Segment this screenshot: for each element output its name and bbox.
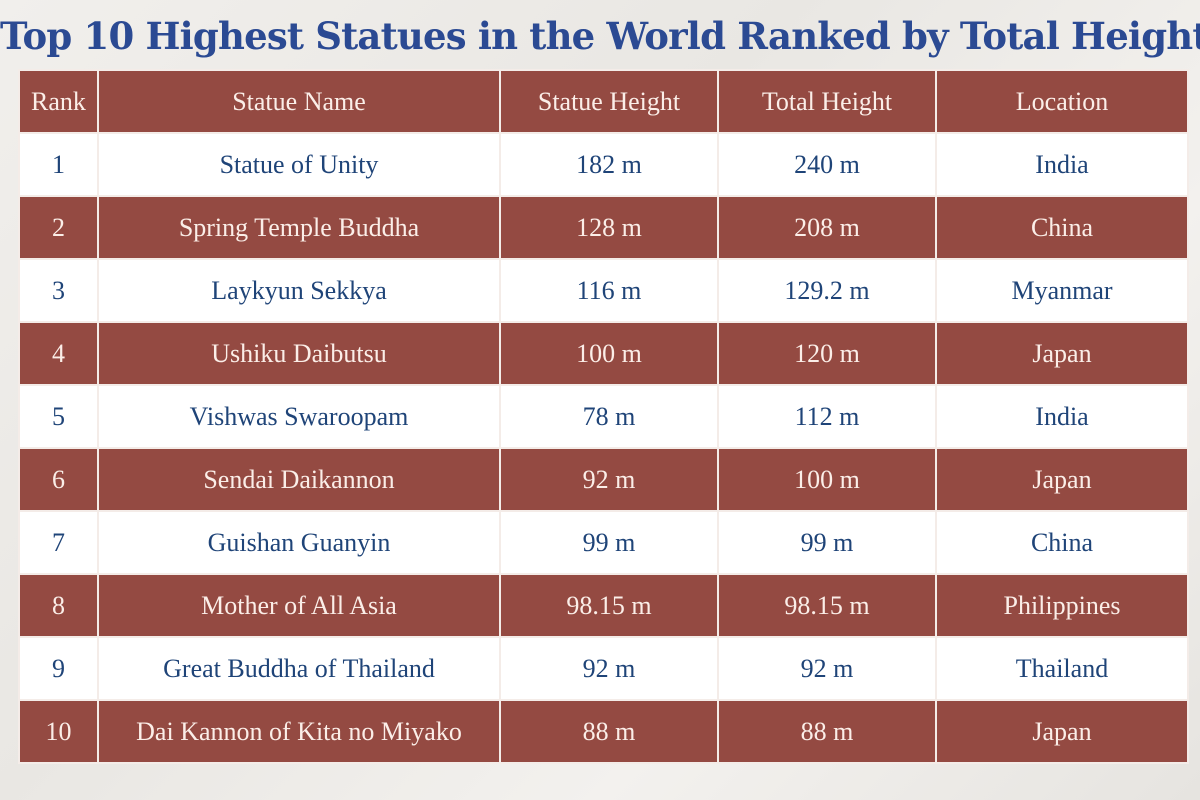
- cell-location: China: [935, 510, 1189, 575]
- cell-statue-height: 99 m: [499, 510, 719, 575]
- statues-table: Rank Statue Name Statue Height Total Hei…: [18, 69, 1189, 764]
- cell-statue-height: 92 m: [499, 636, 719, 701]
- cell-location: Philippines: [935, 573, 1189, 638]
- cell-statue-height: 78 m: [499, 384, 719, 449]
- cell-name: Laykyun Sekkya: [97, 258, 501, 323]
- header-location: Location: [935, 69, 1189, 134]
- cell-rank: 2: [18, 195, 99, 260]
- table-row: 4 Ushiku Daibutsu 100 m 120 m Japan: [18, 321, 1189, 386]
- cell-total-height: 129.2 m: [717, 258, 937, 323]
- cell-rank: 5: [18, 384, 99, 449]
- cell-name: Vishwas Swaroopam: [97, 384, 501, 449]
- cell-rank: 6: [18, 447, 99, 512]
- cell-total-height: 240 m: [717, 132, 937, 197]
- cell-location: Japan: [935, 321, 1189, 386]
- cell-location: Thailand: [935, 636, 1189, 701]
- cell-rank: 1: [18, 132, 99, 197]
- header-total-height: Total Height: [717, 69, 937, 134]
- table-row: 10 Dai Kannon of Kita no Miyako 88 m 88 …: [18, 699, 1189, 764]
- cell-name: Spring Temple Buddha: [97, 195, 501, 260]
- cell-location: Myanmar: [935, 258, 1189, 323]
- table-row: 1 Statue of Unity 182 m 240 m India: [18, 132, 1189, 197]
- table-row: 9 Great Buddha of Thailand 92 m 92 m Tha…: [18, 636, 1189, 701]
- cell-total-height: 112 m: [717, 384, 937, 449]
- cell-total-height: 99 m: [717, 510, 937, 575]
- cell-rank: 8: [18, 573, 99, 638]
- cell-statue-height: 92 m: [499, 447, 719, 512]
- cell-rank: 9: [18, 636, 99, 701]
- cell-statue-height: 182 m: [499, 132, 719, 197]
- cell-rank: 4: [18, 321, 99, 386]
- cell-rank: 10: [18, 699, 99, 764]
- cell-location: India: [935, 132, 1189, 197]
- table-row: 5 Vishwas Swaroopam 78 m 112 m India: [18, 384, 1189, 449]
- table-row: 7 Guishan Guanyin 99 m 99 m China: [18, 510, 1189, 575]
- table-row: 3 Laykyun Sekkya 116 m 129.2 m Myanmar: [18, 258, 1189, 323]
- header-statue-height: Statue Height: [499, 69, 719, 134]
- cell-name: Ushiku Daibutsu: [97, 321, 501, 386]
- page-title: Top 10 Highest Statues in the World Rank…: [0, 14, 1200, 58]
- cell-total-height: 100 m: [717, 447, 937, 512]
- cell-rank: 3: [18, 258, 99, 323]
- cell-total-height: 208 m: [717, 195, 937, 260]
- cell-location: India: [935, 384, 1189, 449]
- cell-location: China: [935, 195, 1189, 260]
- header-statue-name: Statue Name: [97, 69, 501, 134]
- cell-total-height: 98.15 m: [717, 573, 937, 638]
- cell-statue-height: 98.15 m: [499, 573, 719, 638]
- cell-name: Statue of Unity: [97, 132, 501, 197]
- cell-location: Japan: [935, 447, 1189, 512]
- cell-total-height: 120 m: [717, 321, 937, 386]
- cell-rank: 7: [18, 510, 99, 575]
- cell-statue-height: 128 m: [499, 195, 719, 260]
- cell-name: Sendai Daikannon: [97, 447, 501, 512]
- cell-location: Japan: [935, 699, 1189, 764]
- cell-statue-height: 116 m: [499, 258, 719, 323]
- cell-statue-height: 100 m: [499, 321, 719, 386]
- cell-name: Guishan Guanyin: [97, 510, 501, 575]
- header-rank: Rank: [18, 69, 99, 134]
- table-header-row: Rank Statue Name Statue Height Total Hei…: [18, 69, 1189, 134]
- cell-statue-height: 88 m: [499, 699, 719, 764]
- cell-name: Mother of All Asia: [97, 573, 501, 638]
- cell-name: Great Buddha of Thailand: [97, 636, 501, 701]
- cell-total-height: 88 m: [717, 699, 937, 764]
- cell-name: Dai Kannon of Kita no Miyako: [97, 699, 501, 764]
- table-row: 6 Sendai Daikannon 92 m 100 m Japan: [18, 447, 1189, 512]
- cell-total-height: 92 m: [717, 636, 937, 701]
- table-row: 2 Spring Temple Buddha 128 m 208 m China: [18, 195, 1189, 260]
- table-row: 8 Mother of All Asia 98.15 m 98.15 m Phi…: [18, 573, 1189, 638]
